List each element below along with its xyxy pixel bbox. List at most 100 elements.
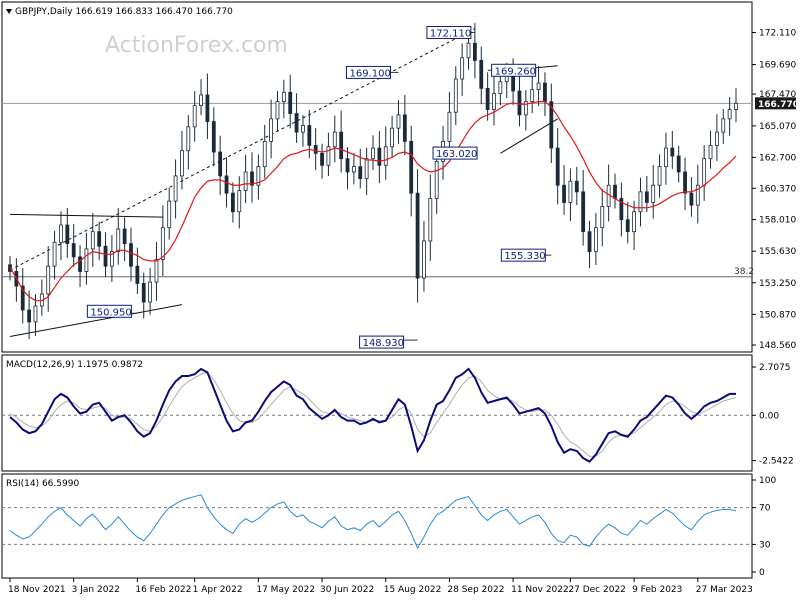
candle-body — [543, 82, 547, 103]
candle-body — [218, 151, 223, 177]
candle-body — [466, 42, 471, 59]
candle-body — [714, 131, 719, 146]
candle-body — [20, 285, 25, 311]
candle-body — [447, 111, 452, 142]
macd-line — [9, 367, 736, 463]
candle-body — [422, 240, 426, 279]
candle-body — [192, 105, 197, 128]
candle-body — [587, 231, 592, 252]
last-price-box — [755, 97, 796, 110]
candle-body — [237, 190, 242, 213]
candle-body — [409, 141, 414, 194]
candle-body — [676, 155, 681, 173]
macd-tick-label: -2.5422 — [759, 457, 794, 467]
candle-body — [129, 243, 133, 267]
candle-body — [734, 102, 738, 110]
candle-body — [351, 166, 356, 173]
candle-body — [613, 184, 617, 199]
candle-body — [727, 109, 732, 120]
candle-body — [638, 191, 643, 213]
level-label-text: 169.100 — [349, 68, 390, 79]
candle-body — [708, 145, 713, 160]
candle-body — [657, 166, 662, 186]
price-tick-label: 167.470 — [759, 90, 796, 100]
candle-body — [65, 224, 70, 245]
price-tick-label: 165.070 — [759, 122, 796, 132]
candle-body — [307, 125, 312, 146]
candle-body — [135, 265, 140, 284]
candle-body — [103, 245, 108, 267]
candle-body — [78, 256, 82, 272]
time-tick-label: 17 May 2022 — [256, 585, 315, 595]
candle-body — [479, 60, 484, 89]
candle-body — [568, 180, 573, 203]
candle-body — [549, 101, 554, 149]
moving-average-line — [9, 101, 737, 302]
candle-body — [472, 42, 477, 61]
macd-panel — [1, 354, 753, 472]
time-tick-label: 1 Apr 2022 — [193, 585, 243, 595]
level-label-box — [432, 146, 478, 160]
candle-body — [256, 166, 261, 186]
level-label-169-100: 169.100 — [345, 65, 399, 79]
rsi-tick-label: 30 — [759, 540, 771, 550]
candle-body — [383, 146, 388, 166]
price-tick-label: 153.250 — [759, 279, 796, 289]
level-label-text: 155.330 — [504, 251, 545, 262]
candle-body — [294, 113, 299, 133]
macd-lines — [2, 367, 752, 463]
level-label-text: 169.260 — [495, 66, 536, 77]
candle-body — [33, 305, 38, 323]
candle-body — [428, 198, 433, 242]
rsi-tick-label: 0 — [759, 568, 765, 578]
candle-body — [689, 192, 694, 206]
candle-body — [345, 158, 350, 173]
candle-body — [339, 131, 344, 160]
candle-body — [683, 171, 687, 194]
price-tick-label: 172.110 — [759, 28, 796, 38]
rsi-title: RSI(14) 66.5990 — [6, 479, 79, 489]
candle-body — [593, 227, 598, 252]
time-tick-label: 11 Nov 2022 — [511, 585, 569, 595]
level-label-box — [491, 63, 537, 77]
candle-body — [275, 101, 280, 120]
candle-body — [313, 145, 318, 154]
price-tick-label: 158.010 — [759, 216, 796, 226]
time-tick-label: 15 Aug 2022 — [384, 585, 442, 595]
candle-body — [632, 211, 637, 233]
candle-body — [364, 158, 369, 179]
candle-body — [358, 166, 363, 179]
candle-body — [377, 147, 382, 166]
level-label-148-930: 148.930 — [359, 335, 418, 349]
rsi-axis: 100 70 30 0 — [752, 476, 776, 578]
level-label-text: 148.930 — [363, 338, 404, 349]
candle-body — [230, 192, 235, 213]
time-tick-label: 16 Feb 2022 — [135, 585, 191, 595]
level-label-box — [359, 335, 405, 349]
candle-body — [644, 191, 649, 203]
price-candles — [8, 23, 738, 340]
candle-body — [492, 93, 496, 110]
level-label-text: 163.020 — [436, 149, 477, 160]
candle-body — [301, 125, 305, 133]
candle-body — [390, 127, 395, 148]
price-axis: 172.110 169.690 167.470 165.070 162.700 160.3… — [752, 28, 799, 351]
watermark: ActionForex.com — [105, 33, 288, 58]
candle-body — [269, 118, 274, 142]
candle-body — [530, 89, 535, 103]
price-tick-label: 155.630 — [759, 247, 796, 257]
level-label-box — [345, 65, 391, 79]
candle-body — [396, 114, 401, 129]
candle-body — [625, 219, 630, 233]
candle-body — [326, 146, 331, 166]
price-panel — [1, 1, 753, 353]
candle-body — [224, 175, 229, 194]
candle-body — [205, 94, 210, 122]
candle-body — [180, 150, 184, 177]
macd-title: MACD(12,26,9) 1.1975 0.9872 — [6, 360, 143, 370]
candle-body — [517, 90, 522, 116]
candle-body — [186, 126, 191, 152]
support-trendline — [500, 118, 558, 154]
